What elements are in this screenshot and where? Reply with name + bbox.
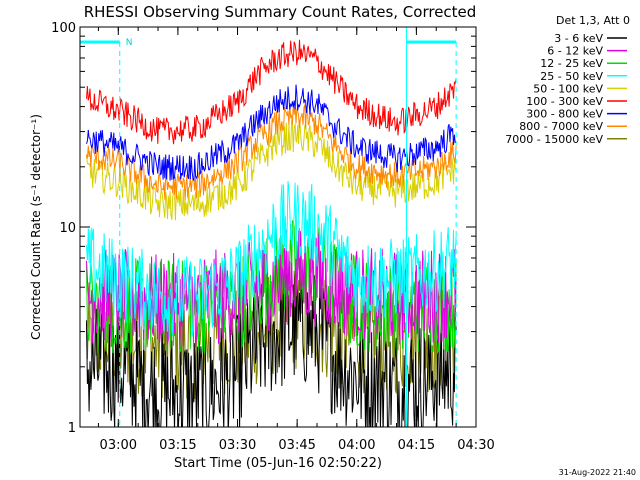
annotations: N [79, 27, 457, 427]
annotation-label-0: N [126, 38, 133, 48]
x-tick-label-6: 04:30 [457, 438, 494, 453]
legend-label-7: 800 - 7000 keV [519, 120, 603, 133]
legend-label-4: 50 - 100 keV [533, 82, 603, 95]
legend-label-1: 6 - 12 keV [547, 45, 603, 58]
x-tick-label-2: 03:30 [219, 438, 256, 453]
y-tick-label-0: 1 [68, 421, 76, 436]
legend-label-2: 12 - 25 keV [540, 57, 603, 70]
x-tick-label-1: 03:15 [159, 438, 196, 453]
chart-title: RHESSI Observing Summary Count Rates, Co… [84, 3, 477, 21]
series-line-0 [86, 268, 457, 427]
x-axis-label: Start Time (05-Jun-16 02:50:22) [174, 456, 382, 471]
legend-label-0: 3 - 6 keV [554, 32, 603, 45]
y-tick-label-2: 100 [51, 21, 76, 36]
x-tick-label-0: 03:00 [100, 438, 137, 453]
x-tick-label-3: 03:45 [278, 438, 315, 453]
legend-title: Det 1,3, Att 0 [556, 14, 630, 27]
plot-area [86, 39, 457, 427]
legend-label-8: 7000 - 15000 keV [505, 133, 603, 146]
y-axis: 1 10 100 [51, 21, 476, 436]
legend-label-6: 300 - 800 keV [526, 108, 603, 121]
series-line-6 [86, 84, 457, 182]
series-line-3 [86, 181, 457, 338]
legend-label-5: 100 - 300 keV [526, 95, 603, 108]
y-tick-label-1: 10 [59, 221, 76, 236]
x-tick-label-4: 04:00 [338, 438, 375, 453]
series-line-5 [86, 39, 457, 145]
series-line-4 [86, 118, 457, 221]
y-axis-label: Corrected Count Rate (s⁻¹ detector⁻¹) [29, 114, 43, 340]
x-axis: 03:00 03:15 03:30 03:45 04:00 04:15 04:30 [97, 27, 495, 453]
timestamp: 31-Aug-2022 21:40 [559, 468, 636, 477]
series-line-7 [86, 103, 457, 200]
x-tick-label-5: 04:15 [398, 438, 435, 453]
legend-label-3: 25 - 50 keV [540, 70, 603, 83]
series-line-1 [86, 229, 457, 350]
